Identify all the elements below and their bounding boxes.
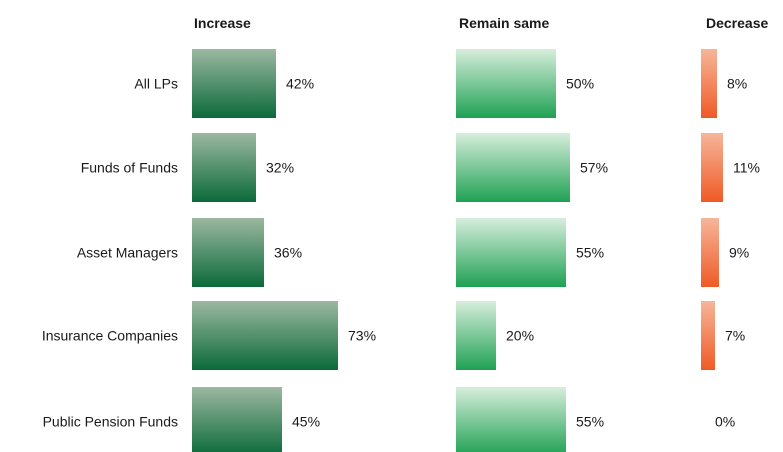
value-label-decrease-all-lps: 8%	[727, 76, 747, 92]
value-label-increase-asset-managers: 36%	[274, 245, 302, 261]
bar-remain-same-funds-of-funds	[456, 133, 570, 202]
column-header-increase: Increase	[194, 15, 251, 31]
bar-increase-all-lps	[192, 49, 276, 118]
bar-decrease-all-lps	[701, 49, 717, 118]
bar-remain-same-all-lps	[456, 49, 556, 118]
value-label-remain-same-insurance-companies: 20%	[506, 328, 534, 344]
category-label-insurance-companies: Insurance Companies	[42, 328, 178, 344]
bar-decrease-asset-managers	[701, 218, 719, 287]
bar-remain-same-insurance-companies	[456, 301, 496, 370]
value-label-increase-funds-of-funds: 32%	[266, 160, 294, 176]
value-label-increase-public-pension-funds: 45%	[292, 414, 320, 430]
category-labels: All LPs Funds of Funds Asset Managers Insur…	[42, 76, 178, 430]
bar-increase-funds-of-funds	[192, 133, 256, 202]
column-header-remain-same: Remain same	[459, 15, 549, 31]
value-label-remain-same-all-lps: 50%	[566, 76, 594, 92]
category-label-all-lps: All LPs	[134, 76, 178, 92]
bar-decrease-funds-of-funds	[701, 133, 723, 202]
bar-remain-same-asset-managers	[456, 218, 566, 287]
category-label-funds-of-funds: Funds of Funds	[81, 160, 178, 176]
category-label-public-pension-funds: Public Pension Funds	[43, 414, 178, 430]
bar-increase-insurance-companies	[192, 301, 338, 370]
value-label-remain-same-asset-managers: 55%	[576, 245, 604, 261]
value-label-increase-all-lps: 42%	[286, 76, 314, 92]
column-header-decrease: Decrease	[706, 15, 768, 31]
bar-decrease-insurance-companies	[701, 301, 715, 370]
value-label-decrease-insurance-companies: 7%	[725, 328, 745, 344]
category-label-asset-managers: Asset Managers	[77, 245, 178, 261]
value-label-increase-insurance-companies: 73%	[348, 328, 376, 344]
value-labels: 42% 32% 36% 73% 45% 50% 57% 55% 20% 55% 8% 11% 9% 7% 0…	[266, 76, 760, 430]
bar-increase-public-pension-funds	[192, 387, 282, 452]
bars	[192, 49, 723, 452]
column-headers: Increase Remain same Decrease	[194, 15, 768, 31]
value-label-remain-same-public-pension-funds: 55%	[576, 414, 604, 430]
value-label-decrease-public-pension-funds: 0%	[715, 414, 735, 430]
value-label-decrease-funds-of-funds: 11%	[733, 160, 760, 176]
value-label-remain-same-funds-of-funds: 57%	[580, 160, 608, 176]
bar-remain-same-public-pension-funds	[456, 387, 566, 452]
bar-increase-asset-managers	[192, 218, 264, 287]
value-label-decrease-asset-managers: 9%	[729, 245, 749, 261]
